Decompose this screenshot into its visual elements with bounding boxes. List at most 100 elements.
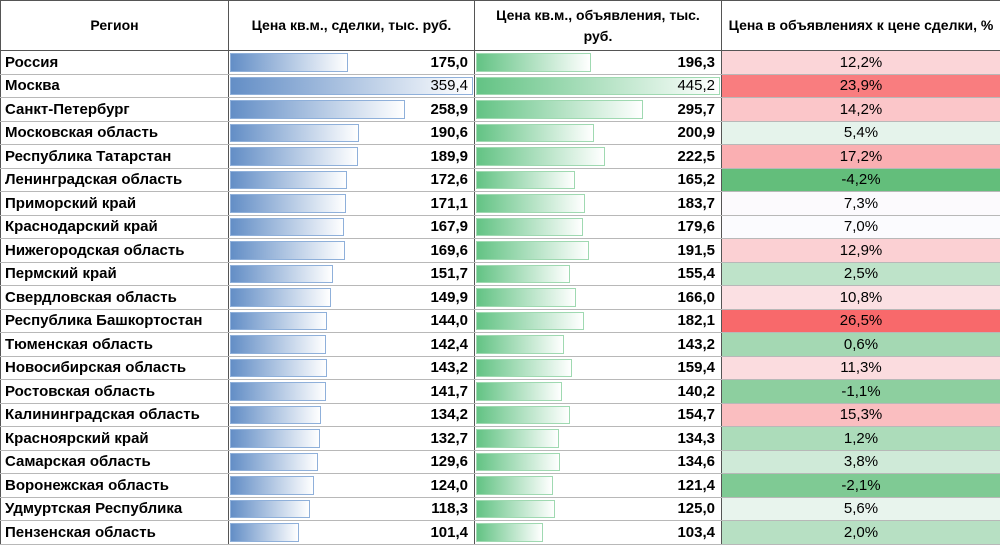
listing-price-value: 200,9 bbox=[475, 124, 721, 141]
listing-price-value: 134,3 bbox=[475, 430, 721, 447]
deal-price-value: 171,1 bbox=[229, 195, 474, 212]
region-name: Ростовская область bbox=[1, 380, 229, 404]
ratio-value: 2,5% bbox=[722, 262, 1000, 286]
listing-price-cell: 445,2 bbox=[475, 74, 722, 98]
region-name: Свердловская область bbox=[1, 286, 229, 310]
listing-price-cell: 134,3 bbox=[475, 427, 722, 451]
listing-price-value: 155,4 bbox=[475, 265, 721, 282]
deal-price-value: 144,0 bbox=[229, 312, 474, 329]
deal-price-cell: 134,2 bbox=[229, 403, 475, 427]
region-name: Москва bbox=[1, 74, 229, 98]
region-name: Приморский край bbox=[1, 192, 229, 216]
listing-price-value: 166,0 bbox=[475, 289, 721, 306]
ratio-value: 10,8% bbox=[722, 286, 1000, 310]
ratio-value: 11,3% bbox=[722, 356, 1000, 380]
deal-price-cell: 172,6 bbox=[229, 168, 475, 192]
region-name: Самарская область bbox=[1, 450, 229, 474]
deal-price-cell: 151,7 bbox=[229, 262, 475, 286]
ratio-value: 5,4% bbox=[722, 121, 1000, 145]
listing-price-cell: 103,4 bbox=[475, 521, 722, 545]
region-name: Пермский край bbox=[1, 262, 229, 286]
deal-price-cell: 175,0 bbox=[229, 51, 475, 75]
deal-price-cell: 171,1 bbox=[229, 192, 475, 216]
deal-price-value: 134,2 bbox=[229, 406, 474, 423]
listing-price-cell: 143,2 bbox=[475, 333, 722, 357]
listing-price-value: 140,2 bbox=[475, 383, 721, 400]
deal-price-value: 172,6 bbox=[229, 171, 474, 188]
header-ratio: Цена в объявлениях к цене сделки, % bbox=[722, 1, 1000, 51]
deal-price-cell: 189,9 bbox=[229, 145, 475, 169]
header-deal-price: Цена кв.м., сделки, тыс. руб. bbox=[229, 1, 475, 51]
deal-price-value: 175,0 bbox=[229, 54, 474, 71]
region-name: Краснодарский край bbox=[1, 215, 229, 239]
header-region: Регион bbox=[1, 1, 229, 51]
region-name: Удмуртская Республика bbox=[1, 497, 229, 521]
ratio-value: 3,8% bbox=[722, 450, 1000, 474]
region-name: Пензенская область bbox=[1, 521, 229, 545]
listing-price-value: 222,5 bbox=[475, 148, 721, 165]
ratio-value: 26,5% bbox=[722, 309, 1000, 333]
listing-price-cell: 166,0 bbox=[475, 286, 722, 310]
deal-price-cell: 118,3 bbox=[229, 497, 475, 521]
deal-price-value: 124,0 bbox=[229, 477, 474, 494]
deal-price-cell: 124,0 bbox=[229, 474, 475, 498]
deal-price-value: 359,4 bbox=[229, 77, 474, 94]
ratio-value: -1,1% bbox=[722, 380, 1000, 404]
listing-price-cell: 179,6 bbox=[475, 215, 722, 239]
listing-price-value: 295,7 bbox=[475, 101, 721, 118]
deal-price-value: 149,9 bbox=[229, 289, 474, 306]
listing-price-cell: 121,4 bbox=[475, 474, 722, 498]
region-name: Калининградская область bbox=[1, 403, 229, 427]
listing-price-cell: 165,2 bbox=[475, 168, 722, 192]
listing-price-value: 179,6 bbox=[475, 218, 721, 235]
region-name: Республика Татарстан bbox=[1, 145, 229, 169]
ratio-value: 12,9% bbox=[722, 239, 1000, 263]
region-name: Московская область bbox=[1, 121, 229, 145]
listing-price-cell: 200,9 bbox=[475, 121, 722, 145]
deal-price-cell: 142,4 bbox=[229, 333, 475, 357]
deal-price-cell: 144,0 bbox=[229, 309, 475, 333]
listing-price-cell: 295,7 bbox=[475, 98, 722, 122]
listing-price-value: 196,3 bbox=[475, 54, 721, 71]
listing-price-value: 125,0 bbox=[475, 500, 721, 517]
deal-price-cell: 143,2 bbox=[229, 356, 475, 380]
ratio-value: 14,2% bbox=[722, 98, 1000, 122]
deal-price-cell: 359,4 bbox=[229, 74, 475, 98]
ratio-value: -4,2% bbox=[722, 168, 1000, 192]
listing-price-cell: 154,7 bbox=[475, 403, 722, 427]
region-name: Нижегородская область bbox=[1, 239, 229, 263]
ratio-value: 12,2% bbox=[722, 51, 1000, 75]
deal-price-cell: 132,7 bbox=[229, 427, 475, 451]
listing-price-cell: 134,6 bbox=[475, 450, 722, 474]
listing-price-value: 134,6 bbox=[475, 453, 721, 470]
listing-price-value: 143,2 bbox=[475, 336, 721, 353]
deal-price-value: 141,7 bbox=[229, 383, 474, 400]
deal-price-value: 118,3 bbox=[229, 500, 474, 517]
deal-price-value: 258,9 bbox=[229, 101, 474, 118]
deal-price-cell: 190,6 bbox=[229, 121, 475, 145]
deal-price-cell: 167,9 bbox=[229, 215, 475, 239]
listing-price-cell: 155,4 bbox=[475, 262, 722, 286]
deal-price-value: 129,6 bbox=[229, 453, 474, 470]
deal-price-value: 101,4 bbox=[229, 524, 474, 541]
region-name: Республика Башкортостан bbox=[1, 309, 229, 333]
listing-price-cell: 222,5 bbox=[475, 145, 722, 169]
